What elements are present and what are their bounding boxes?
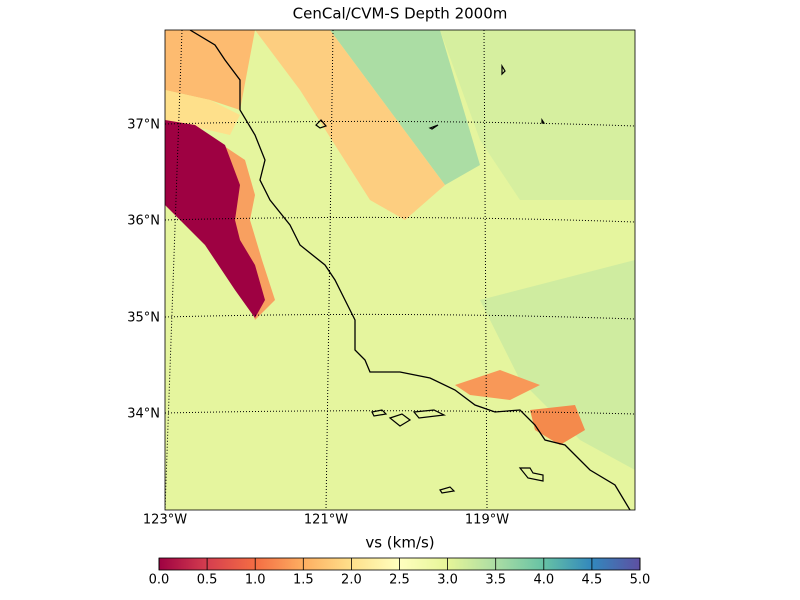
graticule-line	[165, 216, 635, 223]
title: CenCal/CVM-S Depth 2000m	[293, 5, 508, 23]
colorbar-tick-label: 3.0	[437, 573, 458, 588]
lat-label: 35°N	[127, 311, 160, 326]
graticule-line	[325, 30, 334, 510]
graticule-line	[165, 313, 635, 320]
colorbar-tick-label: 5.0	[630, 573, 651, 588]
graticule-line	[165, 120, 635, 127]
lat-label: 36°N	[127, 214, 160, 229]
colorbar-label: vs (km/s)	[365, 534, 434, 552]
colorbar-tick-label: 3.5	[485, 573, 506, 588]
velocity-field	[480, 260, 635, 470]
colorbar-tick-label: 2.0	[341, 573, 362, 588]
velocity-field	[455, 370, 540, 400]
graticule-line	[165, 410, 635, 415]
colorbar-tick-label: 0.0	[149, 573, 170, 588]
colorbar-tick-label: 1.5	[293, 573, 314, 588]
colorbar-tick-label: 4.0	[533, 573, 554, 588]
graticule-line	[483, 30, 488, 510]
islands	[315, 63, 546, 494]
colorbar-tick-label: 1.0	[245, 573, 266, 588]
velocity-field	[165, 30, 255, 110]
velocity-field	[165, 120, 265, 318]
velocity-field	[440, 30, 635, 200]
lat-label: 37°N	[127, 118, 160, 133]
colorbar-tick-label: 2.5	[389, 573, 410, 588]
lon-label: 119°W	[465, 513, 509, 528]
velocity-field	[530, 405, 585, 445]
graticule-line	[165, 30, 183, 510]
velocity-field	[330, 30, 480, 185]
map	[165, 30, 635, 510]
coastline	[189, 30, 631, 510]
graticule	[165, 30, 635, 510]
velocity-field	[255, 30, 445, 220]
lat-label: 34°N	[127, 407, 160, 422]
lon-label: 121°W	[304, 513, 348, 528]
colorbar-tick-label: 0.5	[197, 573, 218, 588]
colorbar-tick-label: 4.5	[582, 573, 603, 588]
lon-label: 123°W	[143, 513, 187, 528]
map-frame	[164, 29, 636, 511]
